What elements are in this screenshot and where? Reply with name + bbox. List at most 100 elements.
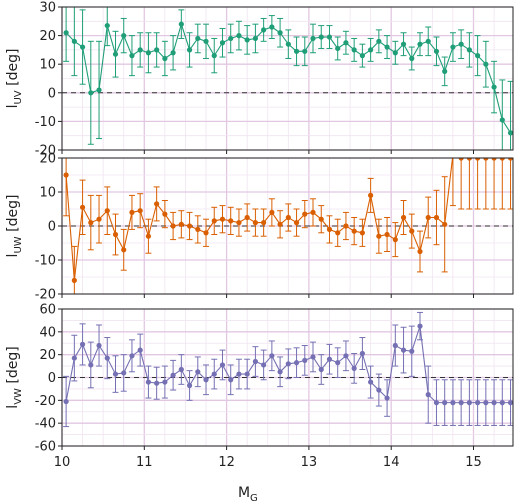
- data-point: [154, 380, 160, 386]
- data-point: [277, 369, 283, 375]
- data-point: [63, 30, 69, 36]
- y-tick-label: -10: [35, 254, 56, 269]
- data-point: [269, 209, 275, 215]
- data-point: [186, 223, 193, 229]
- data-point: [507, 400, 513, 406]
- panel-1: -20 -10 0 10 20 30 lUV [deg]: [5, 1, 514, 159]
- y-tick-label: -10: [35, 115, 56, 130]
- data-point: [368, 192, 374, 198]
- grid: [61, 6, 513, 151]
- data-point: [392, 50, 398, 56]
- data-point: [137, 208, 143, 214]
- y-axis-label: lUV [deg]: [5, 49, 24, 109]
- data-point: [211, 371, 217, 377]
- x-tick-label: 14: [383, 455, 400, 470]
- data-point: [359, 230, 365, 236]
- data-point: [195, 369, 201, 375]
- data-point: [433, 400, 440, 406]
- data-point: [491, 158, 497, 161]
- data-point: [343, 353, 349, 359]
- data-point: [318, 216, 324, 222]
- y-tick-label: 60: [39, 303, 56, 318]
- data-point: [343, 223, 349, 229]
- data-point: [351, 365, 357, 371]
- data-point: [417, 248, 423, 255]
- data-point: [293, 48, 300, 54]
- data-point: [170, 223, 176, 229]
- data-point: [211, 218, 217, 224]
- y-tick-label: 10: [39, 186, 56, 201]
- data-point: [458, 400, 464, 406]
- data-point: [79, 44, 86, 50]
- y-tick-label: -20: [35, 394, 56, 409]
- data-point: [228, 377, 234, 383]
- data-point: [450, 400, 456, 406]
- data-point: [400, 214, 407, 221]
- x-axis-label: M G: [238, 485, 258, 503]
- data-point: [376, 387, 382, 393]
- data-point: [491, 84, 497, 90]
- data-point: [392, 342, 398, 349]
- data-point: [195, 35, 201, 42]
- data-point: [310, 35, 316, 42]
- data-point: [121, 247, 127, 253]
- data-point: [137, 47, 143, 53]
- data-point: [129, 353, 135, 359]
- data-point: [442, 221, 448, 227]
- y-tick-label: 20: [39, 348, 56, 363]
- data-point: [483, 158, 489, 161]
- data-point: [162, 379, 168, 385]
- data-point: [384, 231, 390, 238]
- data-point: [211, 53, 217, 59]
- x-tick-label: 11: [136, 455, 153, 470]
- data-point: [121, 33, 127, 39]
- x-tick-label: 13: [301, 455, 318, 470]
- data-point: [483, 400, 489, 406]
- x-axis-label-main: M: [238, 485, 250, 501]
- data-point: [269, 24, 275, 30]
- data-point: [112, 51, 119, 57]
- data-point: [458, 158, 464, 161]
- data-point: [499, 400, 505, 406]
- data-point: [252, 220, 259, 226]
- data-point: [326, 356, 333, 362]
- data-point: [154, 201, 160, 207]
- data-point: [475, 400, 481, 406]
- y-tick-label: 20: [39, 29, 56, 44]
- data-point: [129, 53, 135, 59]
- data-point: [400, 41, 407, 47]
- data-point: [170, 372, 176, 378]
- series-2: [63, 158, 513, 294]
- data-point: [433, 214, 440, 221]
- data-point: [384, 395, 390, 401]
- data-point: [96, 87, 102, 93]
- data-point: [244, 37, 250, 43]
- data-point: [285, 361, 291, 367]
- data-point: [318, 366, 324, 373]
- data-point: [507, 158, 513, 161]
- data-point: [104, 22, 110, 29]
- data-point: [475, 53, 481, 59]
- data-point: [154, 47, 160, 53]
- data-point: [359, 350, 365, 357]
- x-tick-label: 10: [54, 455, 71, 470]
- data-point: [425, 38, 431, 44]
- data-point: [335, 360, 341, 366]
- series-3: [63, 311, 513, 428]
- data-point: [475, 158, 481, 161]
- data-point: [293, 220, 300, 226]
- data-point: [63, 398, 69, 405]
- data-point: [244, 371, 250, 377]
- data-point: [71, 355, 77, 361]
- data-point: [376, 38, 382, 44]
- y-tick-label: -60: [35, 440, 56, 455]
- data-point: [170, 50, 176, 56]
- data-point: [79, 341, 86, 347]
- data-point: [368, 379, 374, 385]
- data-point: [96, 216, 102, 222]
- data-point: [236, 220, 242, 226]
- data-point: [368, 47, 374, 53]
- data-point: [285, 214, 291, 221]
- data-point: [252, 358, 259, 365]
